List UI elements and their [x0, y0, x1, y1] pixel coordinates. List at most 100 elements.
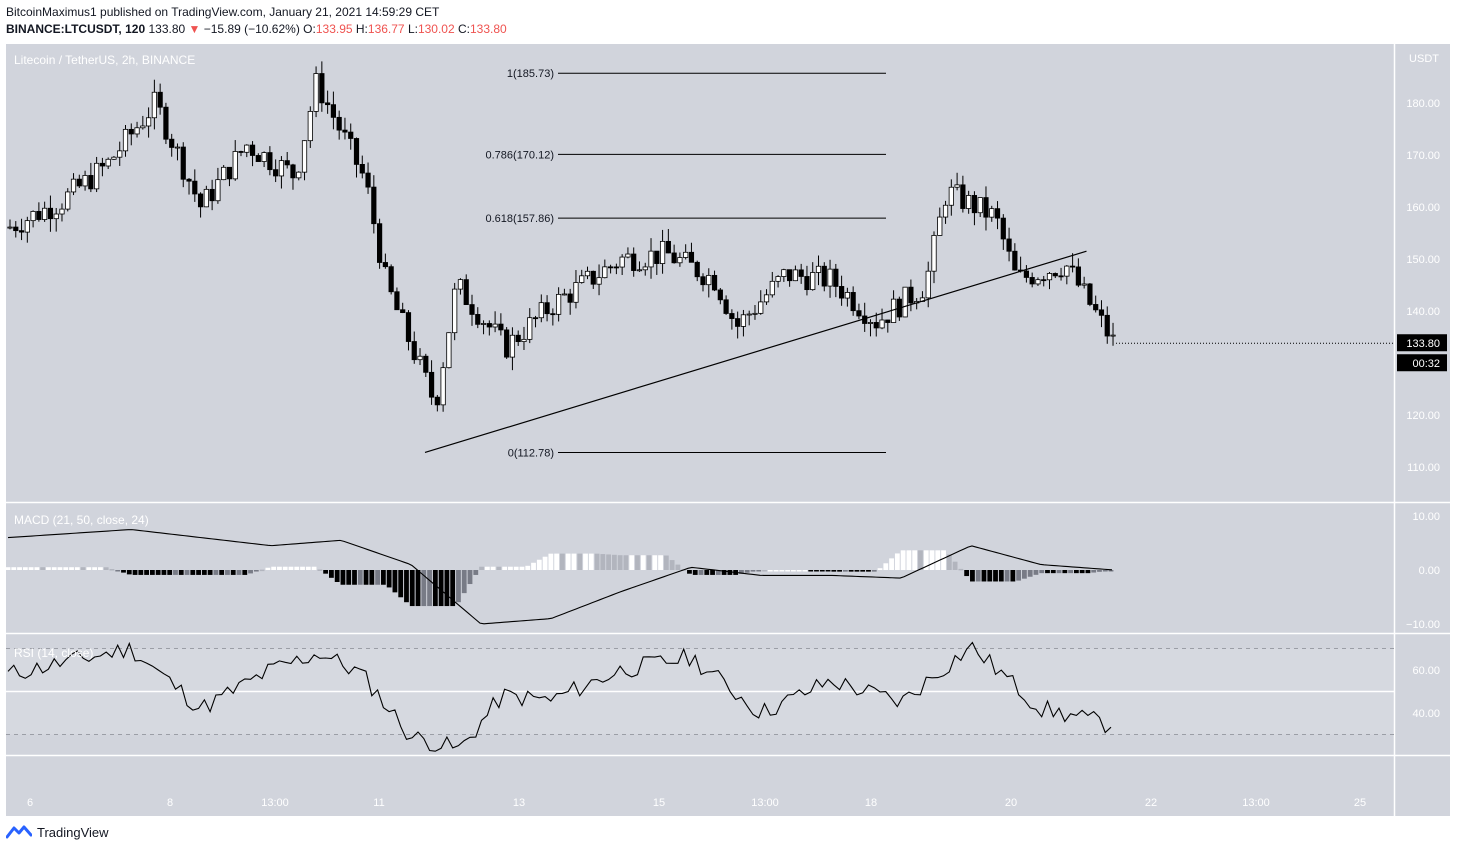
- candle-body: [446, 332, 452, 369]
- macd-histogram-bar: [109, 569, 115, 571]
- macd-histogram-bar: [1108, 570, 1114, 572]
- macd-histogram-bar: [710, 570, 715, 575]
- candle-body: [706, 274, 712, 286]
- candle-body: [480, 323, 487, 325]
- macd-histogram-bar: [207, 570, 213, 575]
- macd-histogram-bar: [1079, 570, 1085, 574]
- candle-body: [723, 299, 729, 314]
- candle-body: [157, 91, 163, 108]
- time-tick-label: 22: [1145, 797, 1157, 809]
- macd-histogram-bar: [277, 566, 282, 570]
- price-tick-label: 170.00: [1406, 150, 1440, 162]
- candle-body: [1000, 217, 1006, 240]
- macd-histogram-bar: [837, 570, 842, 572]
- price-tick-label: 110.00: [1407, 462, 1440, 474]
- macd-histogram-bar: [594, 553, 600, 570]
- macd-histogram-bar: [80, 567, 86, 570]
- candle-body: [556, 293, 562, 315]
- macd-histogram-bar: [386, 570, 392, 588]
- candle-body: [105, 158, 111, 167]
- price-tick-label: 160.00: [1406, 202, 1440, 214]
- candle-body: [76, 178, 82, 187]
- candle-body: [1041, 279, 1047, 282]
- macd-histogram-bar: [201, 570, 207, 575]
- macd-histogram-bar: [646, 555, 652, 570]
- macd-histogram-bar: [28, 567, 34, 570]
- macd-histogram-bar: [970, 570, 975, 582]
- price-axis-bg: [1395, 44, 1450, 816]
- candle-body: [463, 279, 469, 305]
- candle-body: [457, 279, 464, 290]
- candle-body: [255, 155, 261, 162]
- macd-histogram-bar: [121, 570, 126, 573]
- macd-histogram-bar: [842, 570, 848, 572]
- candle-body: [469, 304, 475, 315]
- candle-body: [111, 156, 117, 160]
- candle-body: [117, 150, 123, 158]
- candle-body: [376, 223, 383, 263]
- candle-body: [411, 341, 417, 361]
- macd-histogram-bar: [1085, 570, 1091, 574]
- macd-histogram-bar: [149, 570, 155, 575]
- candle-body: [284, 160, 290, 166]
- macd-histogram-bar: [715, 570, 721, 575]
- macd-histogram-bar: [964, 570, 970, 577]
- candle-body: [140, 125, 146, 129]
- candle-body: [359, 164, 365, 174]
- candle-body: [18, 230, 25, 233]
- macd-histogram-bar: [317, 569, 323, 571]
- macd-histogram-bar: [762, 570, 767, 572]
- macd-histogram-bar: [889, 558, 894, 570]
- candle-body: [244, 144, 250, 153]
- candle-body: [405, 312, 412, 342]
- candle-body: [769, 280, 775, 296]
- candle-body: [267, 152, 273, 171]
- macd-histogram-bar: [144, 570, 149, 575]
- macd-histogram-bar: [138, 570, 144, 575]
- candle-body: [665, 240, 671, 254]
- macd-histogram-bar: [271, 566, 277, 570]
- macd-histogram-bar: [1050, 570, 1056, 574]
- time-tick-label: 11: [373, 797, 384, 809]
- tradingview-brand[interactable]: TradingView: [6, 824, 109, 840]
- macd-histogram-bar: [866, 570, 871, 572]
- chart-watermark: Litecoin / TetherUS, 2h, BINANCE: [14, 53, 196, 67]
- candle-body: [417, 355, 423, 361]
- candle-body: [192, 180, 198, 195]
- down-arrow-icon: ▼: [188, 22, 201, 36]
- macd-histogram-bar: [427, 570, 432, 607]
- publisher-line: BitcoinMaximus1 published on TradingView…: [6, 5, 440, 19]
- candle-body: [371, 186, 377, 225]
- candle-body: [301, 140, 308, 173]
- rsi-tick-label: 40.00: [1412, 708, 1440, 720]
- candle-body: [504, 329, 510, 358]
- candle-body: [827, 268, 833, 287]
- candle-body: [804, 276, 810, 291]
- macd-histogram-bar: [779, 570, 785, 572]
- time-tick-label: 13:00: [1242, 797, 1270, 809]
- candle-body: [746, 313, 752, 316]
- candle-body: [1093, 304, 1099, 311]
- macd-histogram-bar: [259, 569, 265, 572]
- candle-body: [388, 266, 394, 293]
- macd-histogram-bar: [941, 550, 946, 570]
- macd-histogram-bar: [352, 570, 357, 585]
- candle-body: [573, 282, 579, 303]
- candle-body: [994, 208, 1001, 219]
- macd-histogram-bar: [103, 567, 109, 570]
- macd-histogram-bar: [669, 560, 675, 570]
- macd-histogram-bar: [219, 570, 225, 575]
- macd-histogram-bar: [323, 570, 329, 574]
- macd-histogram-bar: [721, 570, 727, 575]
- macd-histogram-bar: [802, 570, 808, 572]
- macd-histogram-bar: [340, 570, 346, 585]
- macd-histogram-bar: [357, 570, 363, 585]
- candle-body: [798, 269, 804, 277]
- macd-histogram-bar: [236, 570, 242, 575]
- macd-histogram-bar: [583, 553, 588, 570]
- rsi-line: [7, 641, 1112, 752]
- candle-body: [221, 166, 227, 181]
- open-value: 133.95: [315, 22, 353, 36]
- candle-body: [694, 261, 700, 278]
